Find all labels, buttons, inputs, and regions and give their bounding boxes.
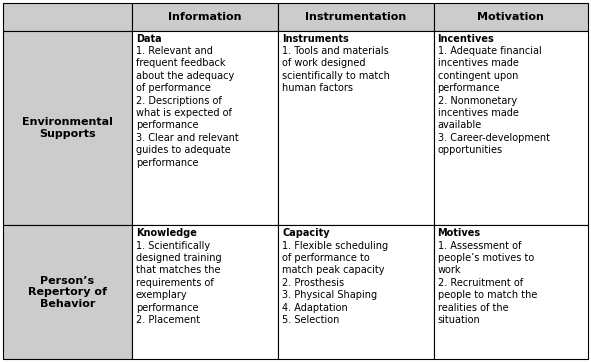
Bar <box>132 225 278 359</box>
Text: Instrumentation: Instrumentation <box>306 12 407 22</box>
Bar <box>132 30 278 225</box>
Bar <box>434 225 588 359</box>
Text: Capacity: Capacity <box>282 228 330 238</box>
Text: Motivation: Motivation <box>478 12 544 22</box>
Bar <box>434 3 588 30</box>
Text: 1. Adequate financial
incentives made
contingent upon
performance
2. Nonmonetary: 1. Adequate financial incentives made co… <box>437 46 550 155</box>
Bar <box>3 30 132 225</box>
Text: 1. Tools and materials
of work designed
scientifically to match
human factors: 1. Tools and materials of work designed … <box>282 46 390 93</box>
Text: Information: Information <box>168 12 242 22</box>
Text: Incentives: Incentives <box>437 34 494 43</box>
Text: Motives: Motives <box>437 228 480 238</box>
Bar <box>278 225 434 359</box>
Text: 1. Scientifically
designed training
that matches the
requirements of
exemplary
p: 1. Scientifically designed training that… <box>136 241 221 325</box>
Text: Environmental
Supports: Environmental Supports <box>22 117 113 139</box>
Text: Person’s
Repertory of
Behavior: Person’s Repertory of Behavior <box>28 275 107 309</box>
Text: Data: Data <box>136 34 161 43</box>
Text: Instruments: Instruments <box>282 34 349 43</box>
Text: Knowledge: Knowledge <box>136 228 197 238</box>
Text: 1. Flexible scheduling
of performance to
match peak capacity
2. Prosthesis
3. Ph: 1. Flexible scheduling of performance to… <box>282 241 388 325</box>
Bar <box>3 3 132 30</box>
Bar <box>3 225 132 359</box>
Bar <box>278 30 434 225</box>
Bar <box>278 3 434 30</box>
Text: 1. Relevant and
frequent feedback
about the adequacy
of performance
2. Descripti: 1. Relevant and frequent feedback about … <box>136 46 238 168</box>
Text: 1. Assessment of
people’s motives to
work
2. Recruitment of
people to match the
: 1. Assessment of people’s motives to wor… <box>437 241 537 325</box>
Bar <box>132 3 278 30</box>
Bar <box>434 30 588 225</box>
